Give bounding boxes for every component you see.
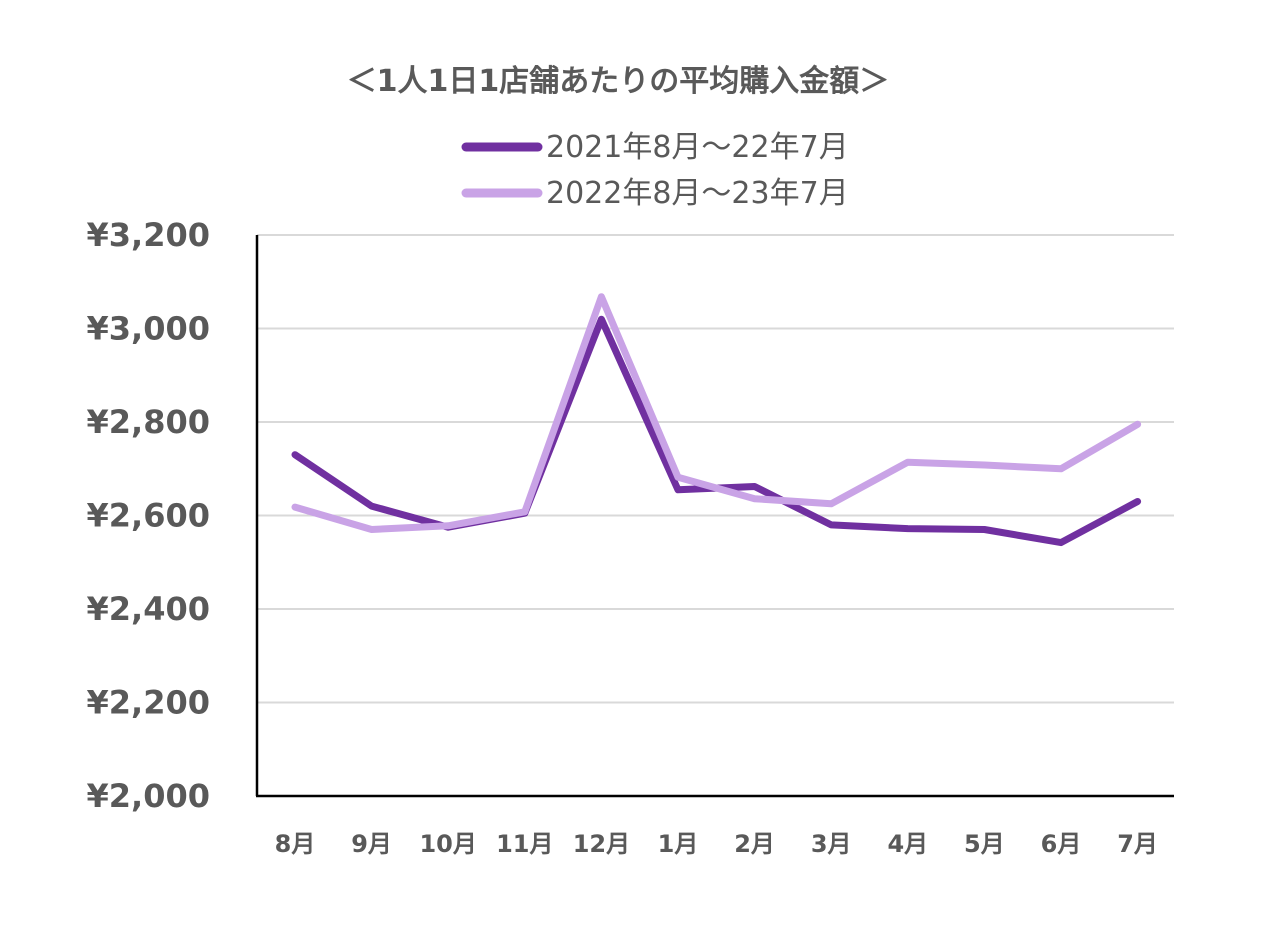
series-lines <box>291 293 1142 547</box>
x-tick-label: 8月 <box>275 830 316 858</box>
y-tick-label: ¥2,800 <box>87 403 210 441</box>
x-axis-tick-labels: 8月 9月 10月 11月 12月 1月 2月 3月 4月 5月 6月 7月 <box>275 830 1158 858</box>
x-tick-label: 6月 <box>1041 830 1082 858</box>
x-tick-label: 10月 <box>419 830 476 858</box>
x-tick-label: 1月 <box>658 830 699 858</box>
y-tick-label: ¥2,400 <box>87 590 210 628</box>
legend-label-series-1: 2021年8月〜22年7月 <box>546 130 849 165</box>
chart-title: ＜1人1日1店舗あたりの平均購入金額＞ <box>347 64 890 99</box>
x-tick-label: 7月 <box>1117 830 1158 858</box>
legend-item-series-2: 2022年8月〜23年7月 <box>461 176 849 211</box>
x-tick-label: 2月 <box>734 830 775 858</box>
y-tick-label: ¥2,200 <box>87 684 210 722</box>
x-tick-label: 4月 <box>887 830 928 858</box>
legend-item-series-1: 2021年8月〜22年7月 <box>461 130 849 165</box>
series-line-1 <box>291 315 1142 547</box>
y-tick-label: ¥3,200 <box>87 216 210 254</box>
x-tick-label: 12月 <box>573 830 630 858</box>
y-tick-label: ¥3,000 <box>87 310 210 348</box>
legend-label-series-2: 2022年8月〜23年7月 <box>546 176 849 211</box>
x-tick-label: 3月 <box>811 830 852 858</box>
x-tick-label: 5月 <box>964 830 1005 858</box>
legend: 2021年8月〜22年7月 2022年8月〜23年7月 <box>461 130 849 211</box>
x-tick-label: 11月 <box>496 830 553 858</box>
series-line-2 <box>291 293 1142 533</box>
x-tick-label: 9月 <box>351 830 392 858</box>
axes <box>255 235 1174 798</box>
y-tick-label: ¥2,600 <box>87 497 210 535</box>
y-axis-tick-labels: ¥2,000 ¥2,200 ¥2,400 ¥2,600 ¥2,800 ¥3,000 ¥3,2… <box>87 216 210 815</box>
y-tick-label: ¥2,000 <box>87 777 210 815</box>
